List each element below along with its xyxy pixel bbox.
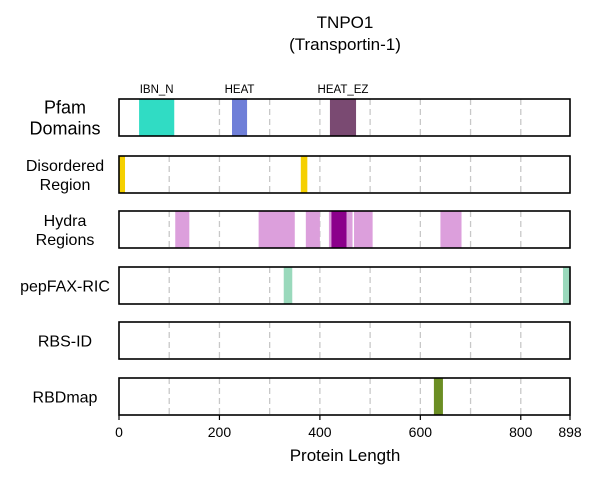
track-label: Region: [40, 177, 91, 194]
chart-title: TNPO1: [317, 13, 374, 32]
feature-bar: [258, 211, 295, 248]
x-tick-label: 898: [558, 424, 582, 440]
feature-bar: [232, 99, 248, 136]
x-tick-label: 600: [409, 424, 433, 440]
track-panel-bg: [119, 378, 570, 415]
feature-bar: [283, 267, 293, 304]
feature-label: IBN_N: [140, 84, 174, 96]
track-panel-bg: [119, 322, 570, 359]
x-tick-label: 800: [509, 424, 533, 440]
track-label: RBS-ID: [38, 333, 92, 350]
feature-bar: [305, 211, 320, 248]
feature-bar: [354, 211, 373, 248]
feature-bar: [562, 267, 570, 304]
feature-bar: [175, 211, 190, 248]
feature-bar: [331, 211, 347, 248]
chart-subtitle: (Transportin-1): [289, 35, 401, 54]
track-panel-bg: [119, 267, 570, 304]
track-frame: [118, 98, 571, 137]
track-frame: [118, 377, 571, 416]
feature-label: HEAT_EZ: [318, 84, 369, 96]
feature-bar: [119, 156, 126, 193]
track-frame: [118, 266, 571, 305]
track-label: Regions: [36, 232, 95, 249]
track-label: Disordered: [26, 158, 104, 175]
track-3: [118, 266, 571, 305]
track-4: [118, 321, 571, 360]
feature-label: HEAT: [225, 84, 255, 96]
x-tick-label: 200: [208, 424, 232, 440]
track-panel-bg: [119, 156, 570, 193]
track-label: Domains: [29, 118, 100, 138]
track-label: Pfam: [44, 97, 86, 117]
x-tick-label: 400: [308, 424, 332, 440]
track-label: pepFAX-RIC: [20, 278, 110, 295]
track-1: [118, 155, 571, 194]
feature-bar: [433, 378, 443, 415]
feature-bar: [139, 99, 175, 136]
track-frame: [118, 321, 571, 360]
x-tick-label: 0: [115, 424, 123, 440]
track-0: IBN_N HEAT HEAT_EZ: [118, 84, 571, 137]
track-label: Hydra: [44, 213, 87, 230]
track-5: [118, 377, 571, 416]
track-frame: [118, 210, 571, 249]
track-2: [118, 210, 571, 249]
feature-bar: [300, 156, 308, 193]
track-frame: [118, 155, 571, 194]
x-axis-label: Protein Length: [290, 446, 401, 465]
track-label: RBDmap: [33, 389, 98, 406]
feature-bar: [440, 211, 462, 248]
feature-bar: [329, 99, 357, 136]
